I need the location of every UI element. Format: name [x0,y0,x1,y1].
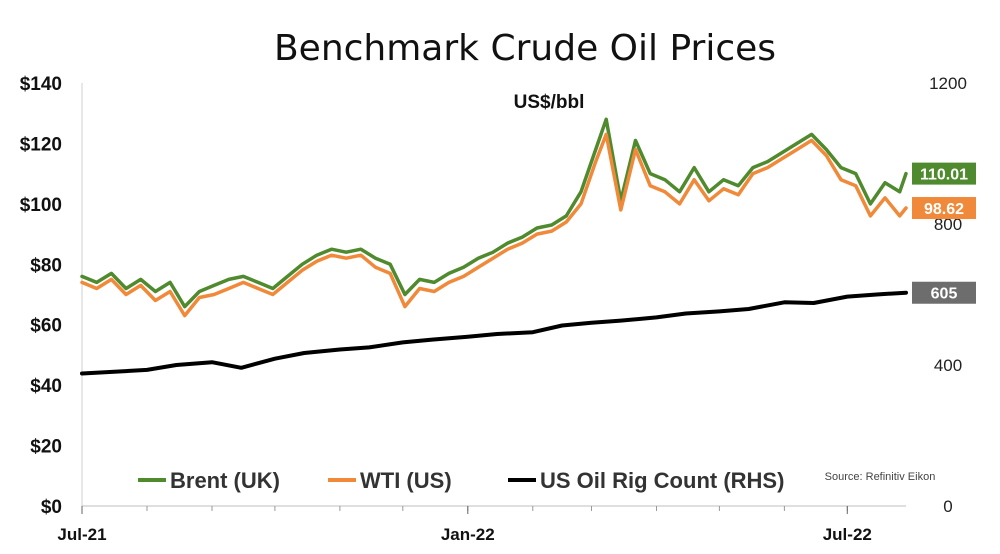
x-tick-label: Jul-22 [823,525,872,544]
y2-tick-label: 400 [934,356,962,375]
y-tick-label: $0 [41,497,62,518]
x-tick-label: Jul-21 [57,525,106,544]
y-tick-label: $80 [30,255,62,276]
y-axis-left-ticks: $0 $20 $40 $60 $80 $100 $120 $140 [20,74,62,518]
y-tick-label: $140 [20,74,62,95]
y2-tick-label: 0 [943,497,952,516]
end-value-badges: 110.01 98.62 605 [912,162,976,304]
wti-us-end-badge [912,197,976,220]
y-tick-label: $120 [20,134,62,155]
legend-label: WTI (US) [360,468,452,493]
wti-us-end-value: 98.62 [924,201,964,218]
y2-tick-label: 800 [934,215,962,234]
us-oil-rig-count-rhs-end-value: 605 [931,286,958,303]
legend-label: Brent (UK) [170,468,280,493]
legend: Brent (UK) WTI (US) US Oil Rig Count (RHS) [138,468,784,493]
x-tick-label: Jan-22 [441,525,495,544]
x-axis-ticks: Jul-21 Jan-22 Jul-22 [57,506,872,544]
legend-label: US Oil Rig Count (RHS) [540,468,784,493]
brent-uk-end-value: 110.01 [920,167,968,184]
y-tick-label: $100 [20,195,62,216]
y-axis-right-ticks: 0 400 800 1200 [929,74,967,516]
us-oil-rig-count-rhs-line [80,290,908,376]
us-oil-rig-count-rhs-end-badge [912,281,976,304]
source-note: Source: Refinitiv Eikon [825,471,936,483]
y-tick-label: $60 [30,316,62,337]
chart-title: Benchmark Crude Oil Prices [274,28,776,69]
brent-uk-line [80,117,908,309]
series-lines [80,117,908,376]
wti-us-line [80,132,908,318]
y2-tick-label: 1200 [929,74,967,93]
unit-label: US$/bbl [514,92,585,113]
y-tick-label: $40 [30,376,62,397]
y-tick-label: $20 [30,437,62,458]
brent-uk-end-badge [912,162,976,185]
